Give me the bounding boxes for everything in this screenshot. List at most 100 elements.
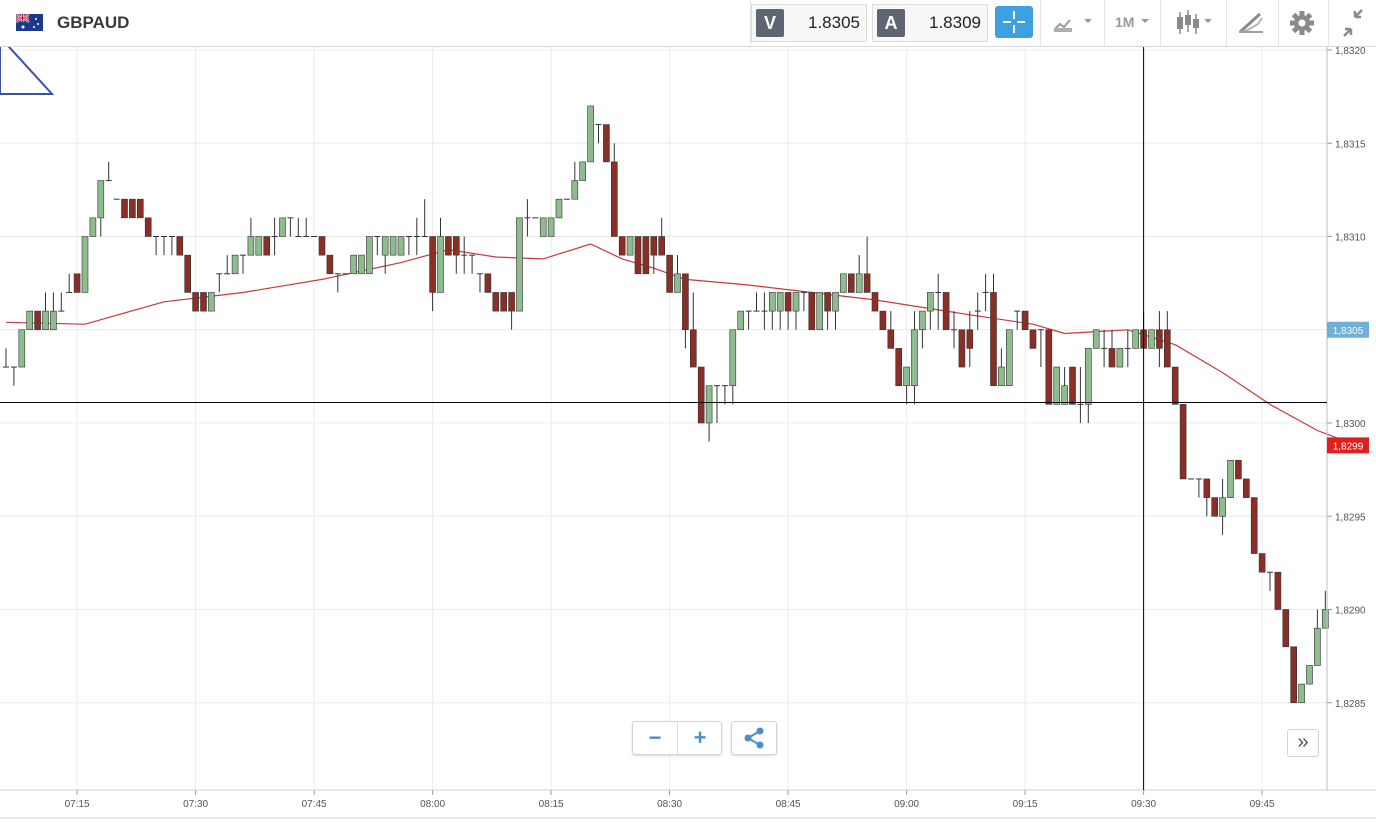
- candle-body: [792, 292, 800, 312]
- candle-body: [1314, 627, 1321, 666]
- y-tick-label: 1,8295: [1335, 512, 1366, 523]
- candle: [50, 292, 57, 331]
- candle: [595, 124, 602, 144]
- candle-body: [184, 254, 191, 293]
- zoom-out-button[interactable]: −: [648, 725, 662, 750]
- candles: [3, 105, 1329, 704]
- candle-body: [990, 292, 997, 387]
- candle: [295, 217, 302, 237]
- candle-body: [871, 292, 879, 312]
- candle: [1227, 459, 1234, 498]
- share-button[interactable]: [731, 721, 777, 755]
- candle: [1306, 665, 1313, 685]
- candle: [231, 254, 239, 275]
- candle: [144, 217, 152, 237]
- candle: [500, 292, 508, 312]
- candle: [634, 236, 642, 275]
- candle: [1195, 478, 1202, 498]
- timeframe-dropdown[interactable]: 1M: [1115, 14, 1135, 30]
- candle-body: [610, 161, 618, 237]
- candle: [911, 311, 918, 405]
- candle: [469, 254, 476, 274]
- candle-body: [318, 236, 326, 256]
- candle: [1021, 310, 1029, 331]
- candle: [1101, 329, 1108, 368]
- separator: [1226, 0, 1227, 46]
- candle-body: [389, 236, 397, 256]
- candle: [642, 236, 650, 275]
- candle-body: [808, 292, 816, 331]
- candle-body: [429, 236, 436, 293]
- ask-price-box[interactable]: A 1.8309: [872, 4, 988, 42]
- zoom-controls: − +: [632, 721, 722, 755]
- candle-body: [42, 310, 49, 331]
- x-tick-label: 08:30: [657, 799, 682, 810]
- candle: [271, 217, 278, 256]
- chevron-down-icon: [1141, 19, 1149, 23]
- candle: [1243, 478, 1250, 498]
- candle-body: [34, 310, 41, 331]
- candle-body: [247, 236, 255, 256]
- candle-body: [73, 273, 81, 293]
- minimize-button[interactable]: [1336, 0, 1370, 46]
- zoom-in-button[interactable]: +: [693, 725, 707, 750]
- y-tick-label: 1,8290: [1335, 606, 1366, 617]
- candle: [603, 124, 610, 163]
- candle: [484, 273, 492, 293]
- candle-body: [366, 236, 373, 275]
- candle: [1014, 310, 1021, 330]
- candle: [753, 292, 760, 312]
- candle-body: [603, 124, 610, 163]
- candle-type-button[interactable]: [1168, 0, 1218, 46]
- candle: [1037, 329, 1044, 368]
- candle-body: [926, 292, 934, 312]
- candle-body: [381, 236, 389, 256]
- candle-body: [1290, 646, 1297, 704]
- separator: [1278, 0, 1279, 46]
- candle: [840, 273, 847, 293]
- candle: [508, 292, 515, 330]
- candle: [334, 273, 341, 293]
- candle-body: [832, 292, 839, 312]
- drawing-tools-button[interactable]: [1234, 0, 1270, 46]
- chart-type-button[interactable]: [1050, 0, 1096, 46]
- candle-body: [547, 217, 555, 237]
- candle-body: [618, 236, 626, 256]
- candle-body: [397, 236, 405, 256]
- candle: [618, 236, 626, 256]
- candle-body: [1250, 497, 1258, 554]
- crosshair-icon: [1003, 11, 1025, 33]
- candle: [547, 217, 555, 237]
- bid-price: 1.8305: [808, 13, 860, 32]
- candle-body: [697, 366, 705, 424]
- candle: [429, 236, 436, 312]
- scroll-right-button[interactable]: »: [1287, 729, 1319, 757]
- candle: [650, 236, 658, 274]
- candle-body: [516, 217, 523, 312]
- candle: [153, 236, 160, 256]
- candle: [871, 292, 879, 312]
- bid-price-box[interactable]: V 1.8305: [751, 4, 867, 42]
- candle-body: [1274, 571, 1282, 610]
- candle-body: [358, 254, 365, 275]
- candle-body: [1148, 329, 1155, 349]
- candle-body: [840, 273, 847, 293]
- candle: [97, 180, 105, 237]
- candle-body: [1005, 329, 1013, 387]
- candle: [1092, 329, 1100, 349]
- candle: [421, 199, 428, 237]
- candle: [1124, 329, 1131, 368]
- instrument-symbol[interactable]: GBPAUD: [57, 13, 130, 32]
- crosshair-button[interactable]: [995, 6, 1033, 38]
- settings-button[interactable]: [1284, 0, 1320, 46]
- candle: [816, 292, 824, 331]
- candle: [705, 385, 713, 442]
- candle-body: [579, 161, 587, 181]
- bid-price-marker: 1,8305: [1327, 321, 1369, 338]
- candle: [737, 310, 745, 331]
- candle-body: [998, 366, 1005, 386]
- candle: [255, 236, 263, 256]
- triangle-drawing[interactable]: [0, 35, 55, 95]
- candle-body: [539, 217, 547, 237]
